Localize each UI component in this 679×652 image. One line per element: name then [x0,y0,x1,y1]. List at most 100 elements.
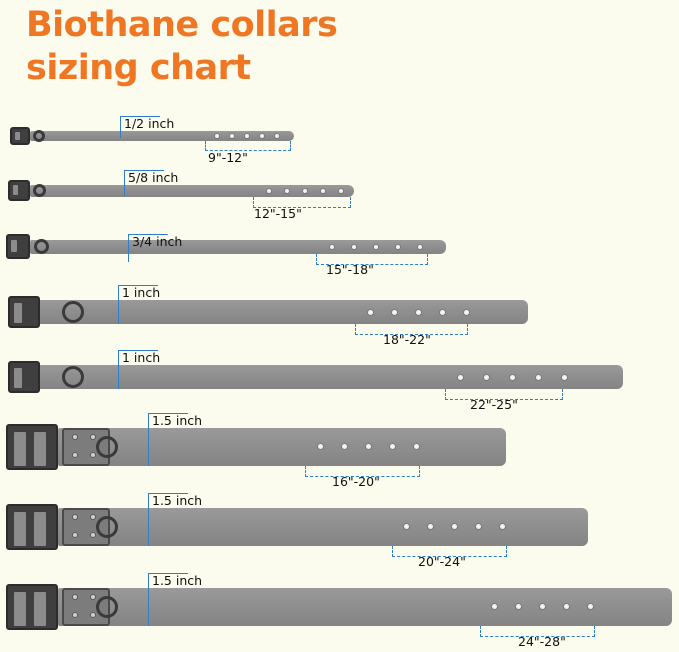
width-callout-line [148,573,188,626]
collar-hole [510,375,515,380]
collar-d-ring [33,184,46,197]
collar-hole [215,134,219,138]
length-bracket [205,141,291,151]
collar-hole [374,245,378,249]
length-label: 15"-18" [326,262,374,277]
width-label: 3/4 inch [132,234,183,249]
collar-d-ring [96,596,118,618]
buckle-inner [34,512,46,546]
collar-buckle [6,584,58,630]
length-bracket [480,626,595,637]
collar-rivet [72,514,78,520]
buckle-inner [14,592,26,626]
length-label: 20"-24" [418,554,466,569]
collar-d-ring [96,516,118,538]
length-bracket [355,324,468,335]
collar-d-ring [96,436,118,458]
width-callout-line [118,285,158,324]
title-line-1: Biothane collars [26,5,338,45]
collar-buckle [8,296,40,328]
collar-strap-tip [468,428,506,466]
collar-hole [458,375,463,380]
buckle-inner [14,303,22,323]
collar-buckle [8,361,40,393]
collar-hole [396,245,400,249]
collar-strap-tip [591,365,623,389]
collar-hole [418,245,422,249]
collar-hole [275,134,279,138]
buckle-inner [11,240,17,252]
collar-buckle [6,234,30,259]
collar-hole [318,444,323,449]
collar-hole [414,444,419,449]
collar-rivet [90,532,96,538]
buckle-inner [14,368,22,388]
length-label: 18"-22" [383,332,431,347]
collar-hole [516,604,521,609]
collar-rivet [72,452,78,458]
collar-hole [562,375,567,380]
collar-strap-tip [550,508,588,546]
length-label: 9"-12" [208,150,248,165]
collar-strap [36,365,601,389]
collar-strap [58,588,654,626]
collar-rivet [90,514,96,520]
collar-rivet [90,434,96,440]
width-callout-line [120,116,160,138]
collar-hole [500,524,505,529]
collar-rivet [72,612,78,618]
collar-hole [267,189,271,193]
collar-buckle [10,127,30,145]
collar-hole [321,189,325,193]
collar-hole [416,310,421,315]
buckle-inner [15,132,20,140]
collar-rivet [72,594,78,600]
collar-hole [428,524,433,529]
width-label: 5/8 inch [128,170,179,185]
width-label: 1/2 inch [124,116,175,131]
collar-strap-tip [272,131,294,141]
collar-hole [536,375,541,380]
length-label: 22"-25" [470,397,518,412]
width-callout-line [148,413,188,466]
collar-hole [440,310,445,315]
collar-d-ring [34,239,49,254]
width-label: 1.5 inch [152,493,203,508]
collar-hole [492,604,497,609]
length-label: 24"-28" [518,634,566,649]
collar-hole [339,189,343,193]
length-bracket [305,466,420,477]
collar-strap-tip [496,300,528,324]
length-label: 16"-20" [332,474,380,489]
collar-d-ring [33,130,45,142]
width-label: 1.5 inch [152,413,203,428]
collar-hole [588,604,593,609]
width-callout-line [118,350,158,389]
collar-hole [540,604,545,609]
collar-rivet [90,594,96,600]
collar-hole [464,310,469,315]
collar-hole [230,134,234,138]
width-callout-line [148,493,188,546]
collar-hole [476,524,481,529]
collar-hole [260,134,264,138]
collar-buckle [6,424,58,470]
collar-hole [392,310,397,315]
collar-hole [245,134,249,138]
collar-hole [390,444,395,449]
length-bracket [316,254,428,265]
collar-strap [30,131,282,141]
collar-rivet [72,532,78,538]
buckle-inner [34,432,46,466]
width-label: 1 inch [122,285,161,300]
collar-strap [58,508,570,546]
collar-d-ring [62,366,84,388]
buckle-inner [34,592,46,626]
length-label: 12"-15" [254,206,302,221]
collar-strap [30,240,430,254]
collar-buckle [8,180,30,201]
buckle-inner [13,185,18,195]
collar-strap [58,428,488,466]
collar-strap-tip [420,240,446,254]
